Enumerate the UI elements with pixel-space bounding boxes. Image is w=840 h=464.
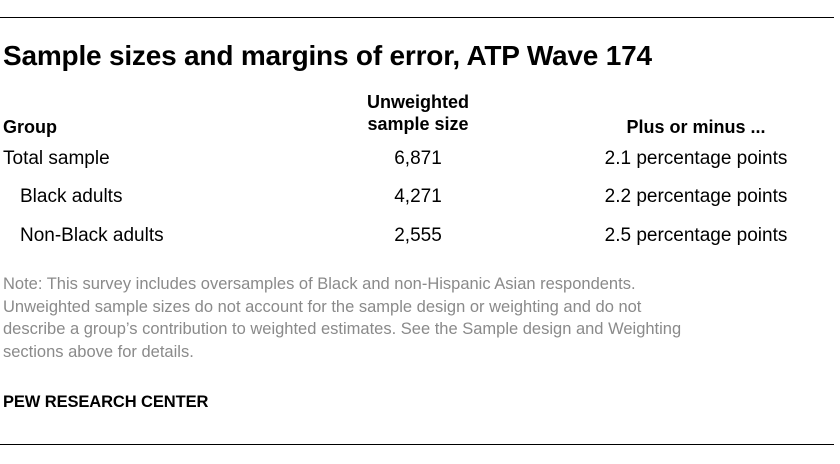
row-margin-of-error: 2.1 percentage points: [604, 148, 788, 169]
row-group-label: Non-Black adults: [20, 225, 164, 246]
row-sample-size: 4,271: [394, 186, 442, 207]
row-margin-of-error: 2.5 percentage points: [604, 225, 788, 246]
footnote-line: Unweighted sample sizes do not account f…: [3, 297, 642, 316]
row-group-label: Black adults: [20, 186, 123, 207]
column-header-sample-size-line2: sample size: [367, 114, 469, 134]
bottom-divider: [0, 444, 834, 445]
source-credit: PEW RESEARCH CENTER: [3, 393, 209, 411]
column-header-sample-size: Unweighted sample size: [318, 91, 518, 135]
footnote-line: Note: This survey includes oversamples o…: [3, 275, 636, 293]
footnote-line: describe a group’s contribution to weigh…: [3, 320, 682, 338]
top-divider: [0, 17, 834, 18]
row-margin-of-error: 2.2 percentage points: [604, 186, 788, 207]
row-group-label: Total sample: [3, 148, 110, 169]
footnote-line: sections above for details.: [3, 342, 194, 361]
footnote: Note: This survey includes oversamples o…: [3, 273, 838, 363]
table-row: Non-Black adults 2,555 2.5 percentage po…: [0, 224, 840, 248]
column-header-sample-size-line1: Unweighted: [367, 92, 469, 112]
table-row: Black adults 4,271 2.2 percentage points: [0, 185, 840, 209]
row-sample-size: 2,555: [394, 225, 442, 246]
row-sample-size: 6,871: [394, 148, 442, 169]
column-header-margin-of-error: Plus or minus ...: [626, 117, 766, 137]
page-title: Sample sizes and margins of error, ATP W…: [3, 40, 652, 71]
table-row: Total sample 6,871 2.1 percentage points: [0, 147, 840, 171]
column-header-group: Group: [3, 117, 57, 137]
